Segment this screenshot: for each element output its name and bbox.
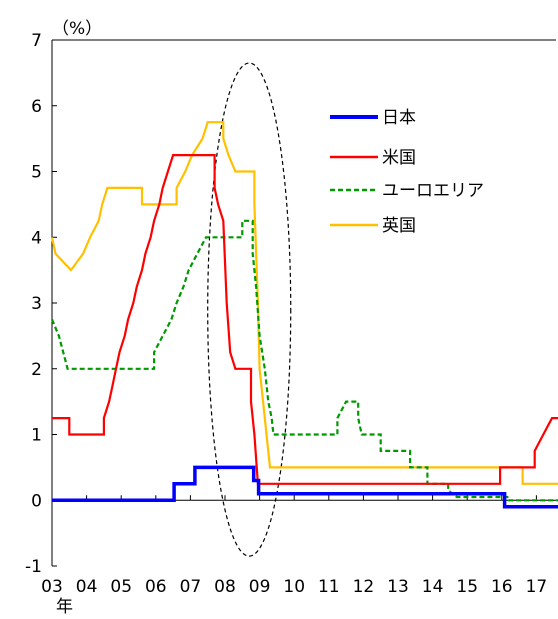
x-tick-label: 17 [526, 577, 548, 597]
x-tick-label: 10 [283, 577, 305, 597]
y-tick-label: -1 [25, 557, 42, 577]
legend-label-1: 米国 [382, 148, 416, 168]
y-tick-label: 6 [31, 97, 42, 117]
x-tick-label: 14 [422, 577, 444, 597]
y-tick-label: 4 [31, 228, 42, 248]
series-line-3 [50, 121, 558, 485]
x-tick-label: 09 [249, 577, 271, 597]
legend-label-0: 日本 [382, 108, 416, 128]
x-tick-label: 11 [318, 577, 340, 597]
legend-label-3: 英国 [382, 216, 416, 236]
annotation-ellipse [207, 62, 292, 557]
series-line-2 [50, 219, 558, 502]
x-tick-label: 13 [387, 577, 409, 597]
y-tick-label: 1 [31, 426, 42, 446]
y-tick-label: 3 [31, 294, 42, 314]
series-line-0 [52, 465, 558, 509]
series-line-1 [52, 154, 558, 485]
x-axis-unit-label: 年 [56, 597, 73, 617]
x-tick-label: 06 [145, 577, 167, 597]
x-tick-label: 16 [491, 577, 513, 597]
y-tick-label: 0 [31, 491, 42, 511]
y-axis-unit-label: （%） [52, 19, 102, 39]
x-tick-label: 12 [353, 577, 375, 597]
x-tick-label: 08 [214, 577, 236, 597]
y-tick-label: 5 [31, 163, 42, 183]
x-tick-label: 07 [180, 577, 202, 597]
x-tick-label: 05 [110, 577, 132, 597]
x-tick-label: 04 [76, 577, 98, 597]
y-tick-label: 2 [31, 360, 42, 380]
x-tick-label: 03 [41, 577, 63, 597]
x-tick-label: 15 [456, 577, 478, 597]
legend-label-2: ユーロエリア [382, 181, 484, 201]
y-tick-label: 7 [31, 31, 42, 51]
